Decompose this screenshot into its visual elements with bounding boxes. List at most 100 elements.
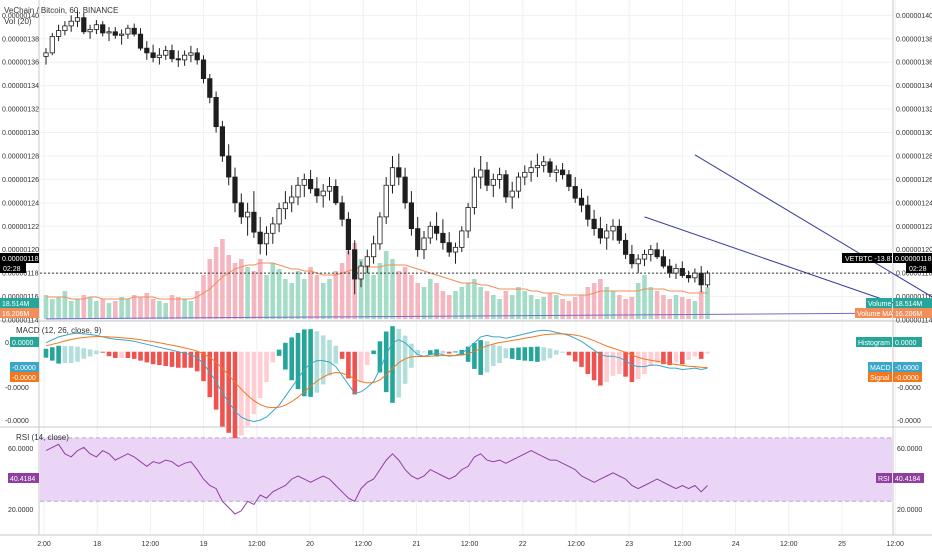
volume-bar	[176, 297, 181, 319]
candle	[547, 158, 553, 178]
volume-bar	[516, 287, 521, 319]
price-tick-right: 0.00000136	[896, 60, 932, 67]
volume-bar	[484, 291, 490, 319]
price-tick-left: 0.00000124	[2, 200, 39, 207]
volume-bar	[383, 251, 389, 319]
price-tick-left: 0.00000116	[2, 294, 39, 301]
histogram-bar	[308, 329, 313, 397]
volume-bar	[62, 291, 68, 319]
candle	[68, 15, 74, 32]
histogram-bar	[94, 350, 99, 355]
price-tick-right: 0.00000122	[896, 224, 932, 231]
histogram-bar	[428, 350, 433, 355]
time-tick: 21	[413, 541, 421, 548]
histogram-bar	[75, 346, 80, 362]
volume-bar	[150, 299, 156, 319]
candle	[200, 55, 207, 84]
price-tag-right-value: 0.00000118	[895, 256, 932, 263]
candle	[471, 167, 478, 215]
histogram-bar	[673, 351, 679, 363]
histogram-bar	[617, 351, 622, 374]
candle	[503, 170, 509, 203]
candle	[333, 179, 339, 206]
time-tick: 25	[838, 541, 846, 548]
histogram-bar	[239, 351, 244, 436]
histogram-bar	[50, 347, 55, 361]
histogram-bar	[415, 349, 420, 356]
signal-line	[45, 333, 708, 409]
candle	[421, 230, 427, 260]
histogram-bar	[358, 351, 364, 383]
volume-bar	[667, 299, 672, 319]
time-tick: 12:00	[674, 541, 692, 548]
volume-bar	[415, 283, 420, 319]
volume-bar	[598, 279, 603, 319]
volume-bar	[226, 255, 231, 319]
candle	[112, 27, 118, 39]
volume-bar	[87, 297, 93, 319]
histogram-bar	[610, 351, 616, 376]
candle	[56, 24, 62, 42]
candle	[560, 163, 566, 180]
trend-line[interactable]	[644, 216, 916, 312]
price-tick-right: 0.00000138	[896, 36, 932, 43]
candle	[244, 202, 251, 236]
histogram-bar	[572, 351, 578, 362]
macd-tick-right-2: -0.0000	[897, 418, 921, 425]
histogram-bar	[535, 346, 540, 362]
macd-value-left: -0.0000	[12, 365, 36, 372]
volume-bar	[50, 299, 55, 319]
candle	[156, 48, 162, 65]
trend-line[interactable]	[694, 154, 932, 325]
candle	[585, 195, 591, 227]
volume-ma-line	[46, 262, 708, 300]
volume-bar	[459, 287, 465, 319]
volume-bar	[188, 301, 194, 319]
histogram-bar	[220, 351, 225, 427]
histogram-bar	[698, 351, 704, 359]
price-tick-right: 0.00000126	[896, 177, 932, 184]
volume-bar	[465, 283, 471, 319]
histogram-bar	[131, 351, 137, 359]
rsi-tag-right	[893, 473, 924, 483]
volume-bar	[522, 291, 528, 319]
histogram-bar	[283, 342, 288, 370]
volume-bar	[497, 299, 502, 319]
candle	[49, 32, 55, 56]
volume-tag-left	[0, 298, 39, 308]
volume-bar	[371, 275, 376, 319]
candle	[692, 268, 698, 283]
ticker-label: VETBTC -13.87%	[845, 256, 901, 263]
histogram-bar	[333, 345, 339, 364]
volume-bar	[434, 283, 439, 319]
histogram-bar	[591, 351, 597, 381]
histogram-bar	[138, 351, 143, 361]
signal-tag-left	[10, 372, 39, 382]
histogram-bar	[339, 351, 345, 359]
histogram-bar	[119, 351, 124, 358]
candle	[427, 221, 433, 244]
volume-bar	[491, 295, 496, 319]
candle	[496, 167, 503, 189]
rsi-tag-left	[8, 473, 39, 483]
histogram-bar	[484, 341, 490, 373]
price-tag-left	[0, 253, 39, 263]
candle	[352, 240, 358, 295]
histogram-bar	[169, 351, 175, 367]
candle	[541, 155, 547, 173]
countdown-tag-right	[906, 263, 932, 273]
candle	[396, 153, 402, 186]
ticker-tag	[842, 253, 892, 263]
candles	[43, 10, 711, 295]
candle	[566, 170, 572, 192]
volume-bar	[446, 295, 452, 319]
histogram-bar	[201, 351, 206, 382]
histogram-bar	[446, 351, 452, 354]
histogram-bar	[207, 351, 213, 398]
candle	[522, 165, 528, 186]
histogram-bar	[390, 326, 395, 403]
volume-bar	[591, 283, 597, 319]
volume-bar	[56, 297, 61, 319]
time-tick: 12:00	[886, 541, 904, 548]
